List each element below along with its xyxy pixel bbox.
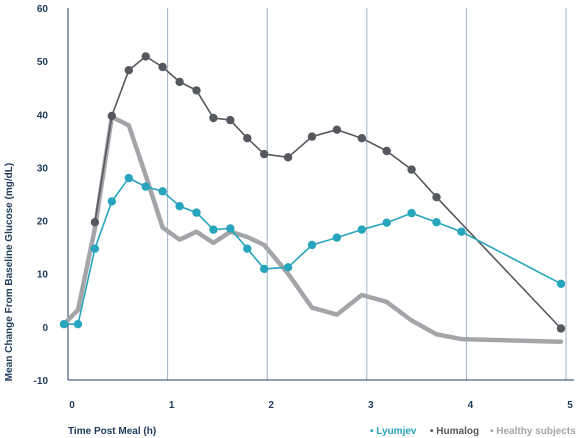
vertical-gridlines	[167, 8, 567, 380]
data-point	[382, 218, 391, 227]
data-point	[260, 264, 269, 274]
data-point	[243, 134, 252, 143]
legend-item: • Lyumjev	[370, 426, 417, 437]
data-point	[73, 320, 83, 329]
x-axis-title: Time Post Meal (h)	[68, 426, 156, 437]
y-tick-label: 10	[37, 270, 49, 281]
legend: • Lyumjev • Humalog • Healthy subjects	[370, 426, 576, 437]
data-point	[556, 279, 566, 288]
x-tick-label: 2	[268, 400, 274, 411]
data-point	[124, 66, 133, 75]
data-point	[209, 225, 218, 234]
y-tick-labels: 60 50 40 30 20 10 0 -10	[34, 4, 49, 387]
data-point	[382, 146, 391, 156]
data-point	[192, 86, 201, 95]
data-point	[307, 240, 317, 250]
data-point	[432, 218, 441, 227]
data-point	[307, 132, 317, 141]
data-point	[141, 182, 150, 191]
data-point	[175, 202, 184, 211]
data-point	[457, 227, 466, 236]
data-point	[158, 62, 167, 72]
data-point	[226, 115, 235, 125]
data-point	[192, 208, 201, 217]
data-point	[283, 153, 293, 162]
data-point	[432, 193, 441, 202]
data-point	[141, 52, 150, 61]
data-point	[59, 320, 69, 329]
y-tick-label: -10	[34, 376, 49, 387]
data-point	[107, 111, 117, 121]
data-point	[332, 233, 342, 242]
series-layer	[59, 52, 566, 344]
y-tick-label: 60	[37, 4, 49, 15]
x-tick-label: 1	[169, 400, 175, 411]
series-healthy-subjects	[61, 114, 564, 344]
y-tick-label: 30	[37, 163, 49, 174]
data-point	[357, 134, 366, 143]
y-tick-label: 40	[37, 110, 49, 121]
series-line	[63, 177, 562, 325]
data-point	[332, 125, 342, 134]
series-humalog	[90, 52, 566, 333]
x-tick-labels: 0 1 2 3 4 5	[69, 400, 573, 411]
y-tick-label: 50	[37, 57, 49, 68]
legend-item: • Humalog	[430, 426, 479, 437]
legend-item: • Healthy subjects	[490, 426, 576, 437]
data-point	[243, 244, 252, 253]
data-point	[209, 113, 218, 123]
x-tick-label: 5	[567, 400, 573, 411]
series-lyumjev	[59, 173, 566, 329]
data-point	[90, 244, 100, 253]
data-point	[158, 187, 167, 196]
data-point	[260, 149, 269, 159]
y-tick-label: 0	[42, 323, 48, 334]
data-point	[175, 77, 184, 87]
data-point	[226, 224, 235, 233]
data-point	[407, 165, 416, 174]
data-point	[90, 218, 100, 227]
x-tick-label: 4	[468, 400, 474, 411]
y-tick-label: 20	[37, 217, 49, 228]
x-tick-label: 3	[368, 400, 374, 411]
data-point	[407, 208, 416, 218]
data-point	[357, 225, 366, 234]
series-line	[61, 114, 564, 344]
x-tick-label: 0	[69, 400, 75, 411]
data-point	[556, 324, 566, 333]
y-axis-title: Mean Change From Baseline Glucose (mg/dL…	[4, 163, 15, 381]
data-point	[124, 173, 133, 183]
data-point	[107, 197, 117, 206]
data-point	[283, 263, 293, 272]
